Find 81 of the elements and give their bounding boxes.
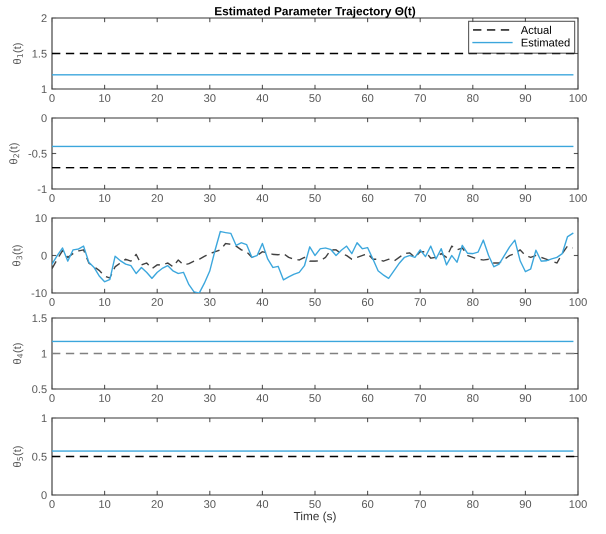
y-tick-label: 1 [42, 414, 47, 422]
x-tick-label: 50 [309, 194, 321, 202]
x-tick-label: 50 [309, 500, 321, 508]
y-axis-title: θ$_{5}$(t) [12, 446, 24, 467]
x-tick-label: 50 [309, 298, 321, 306]
y-tick-label: 0 [41, 114, 47, 122]
chart-title: Estimated Parameter Trajectory Θ(t) [215, 6, 416, 18]
x-tick-label: 50 [309, 94, 321, 102]
x-tick-label: 20 [152, 500, 163, 508]
y-axis-title: θ$_{1}$(t) [12, 43, 24, 64]
x-tick-label: 30 [204, 500, 216, 508]
x-tick-label: 0 [49, 298, 55, 306]
x-tick-label: 40 [256, 94, 268, 102]
legend-label: Actual [520, 26, 551, 34]
x-tick-label: 10 [99, 94, 110, 102]
x-tick-label: 30 [204, 194, 216, 202]
x-tick-label: 90 [520, 500, 532, 508]
x-tick-label: 70 [414, 298, 426, 306]
x-tick-label: 60 [362, 194, 374, 202]
x-tick-label: 0 [49, 500, 55, 508]
x-tick-label: 40 [256, 394, 268, 402]
x-tick-label: 20 [152, 394, 163, 402]
x-tick-label: 100 [570, 94, 587, 102]
y-tick-label: -10 [32, 289, 47, 298]
x-tick-label: 20 [152, 298, 163, 306]
x-tick-label: 100 [570, 500, 587, 508]
x-tick-label: 70 [414, 94, 426, 102]
x-tick-label: 70 [414, 500, 426, 508]
y-tick-label: 1.5 [32, 314, 47, 322]
x-tick-label: 80 [467, 194, 479, 202]
x-tick-label: 0 [49, 394, 55, 402]
x-tick-label: 10 [99, 298, 110, 306]
x-tick-label: 0 [49, 194, 55, 202]
x-tick-label: 60 [362, 298, 374, 306]
x-tick-label: 90 [520, 194, 532, 202]
line-series [52, 242, 574, 279]
x-tick-label: 90 [520, 394, 532, 402]
y-tick-label: 0.5 [32, 452, 47, 461]
x-tick-label: 10 [99, 394, 110, 402]
x-tick-label: 60 [362, 394, 374, 402]
x-tick-label: 40 [256, 194, 268, 202]
x-tick-label: 100 [570, 194, 587, 202]
x-tick-label: 50 [309, 394, 321, 402]
x-tick-label: 30 [204, 394, 216, 402]
x-tick-label: 90 [520, 94, 532, 102]
y-tick-label: 10 [36, 214, 47, 222]
x-tick-label: 40 [256, 298, 268, 306]
x-tick-label: 80 [467, 94, 479, 102]
x-tick-label: 70 [414, 194, 426, 202]
y-tick-label: 0.5 [32, 385, 47, 394]
x-tick-label: 80 [467, 298, 479, 306]
x-axis-title: Time (s) [294, 512, 336, 523]
x-tick-label: 100 [570, 394, 587, 402]
y-axis-title: θ$_{2}$(t) [9, 143, 20, 164]
x-tick-label: 60 [362, 94, 374, 102]
y-tick-label: 1 [42, 85, 47, 94]
x-tick-label: 10 [99, 194, 110, 202]
y-tick-label: 0 [41, 491, 47, 500]
x-tick-label: 0 [49, 94, 55, 102]
y-axis-title: θ$_{3}$(t) [12, 245, 23, 266]
x-tick-label: 90 [520, 298, 532, 306]
y-axis-title: θ$_{4}$(t) [12, 343, 24, 364]
line-series [52, 230, 574, 293]
x-tick-label: 10 [99, 500, 110, 508]
x-tick-label: 70 [414, 394, 426, 402]
y-tick-label: 1 [42, 350, 47, 358]
x-tick-label: 80 [467, 394, 479, 402]
y-tick-label: -0.5 [28, 150, 47, 158]
x-tick-label: 80 [467, 500, 479, 508]
x-tick-label: 30 [204, 94, 216, 102]
y-tick-label: 1.5 [32, 50, 47, 58]
x-tick-label: 100 [570, 298, 587, 306]
x-tick-label: 20 [152, 94, 163, 102]
y-tick-label: -1 [38, 185, 47, 194]
y-tick-label: 0 [41, 252, 47, 260]
x-tick-label: 20 [152, 194, 163, 202]
x-tick-label: 40 [256, 500, 268, 508]
y-tick-label: 2 [42, 14, 47, 22]
x-tick-label: 30 [204, 298, 216, 306]
legend-label: Estimated [522, 38, 570, 47]
x-tick-label: 60 [362, 500, 374, 508]
